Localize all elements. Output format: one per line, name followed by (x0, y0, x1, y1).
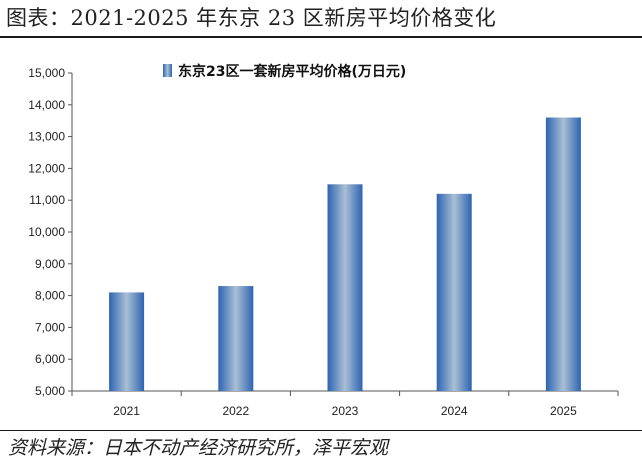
bar (327, 184, 363, 391)
y-tick-label: 12,000 (28, 161, 65, 175)
source-rule (0, 430, 642, 431)
x-tick-label: 2023 (332, 404, 359, 418)
y-tick-label: 7,000 (35, 320, 65, 334)
y-tick-label: 6,000 (35, 352, 65, 366)
y-tick-label: 5,000 (35, 384, 65, 398)
y-tick-label: 10,000 (28, 225, 65, 239)
legend-label: 东京23区一套新房平均价格(万日元) (178, 63, 406, 80)
source-note: 资料来源：日本不动产经济研究所，泽平宏观 (8, 437, 389, 459)
y-tick-label: 15,000 (28, 66, 65, 80)
bar-chart: 东京23区一套新房平均价格(万日元) 5,000 6,000 7,000 8,000 9… (28, 63, 619, 418)
y-tick-label: 14,000 (28, 98, 65, 112)
y-tick-label: 9,000 (35, 257, 65, 271)
legend-swatch (163, 64, 172, 77)
x-tick-label: 2021 (113, 404, 140, 418)
y-tick-label: 8,000 (35, 289, 65, 303)
y-tick-label: 11,000 (29, 193, 65, 207)
bar (436, 193, 472, 391)
y-tick-label: 13,000 (28, 130, 65, 144)
x-tick-label: 2022 (222, 404, 249, 418)
figure-title: 图表：2021-2025 年东京 23 区新房平均价格变化 (6, 6, 497, 30)
legend: 东京23区一套新房平均价格(万日元) (163, 63, 406, 80)
x-tick-label: 2025 (550, 404, 577, 418)
title-rule (0, 36, 642, 38)
bar (218, 286, 254, 391)
bar (109, 292, 145, 391)
bar (545, 117, 581, 392)
x-tick-label: 2024 (441, 404, 468, 418)
